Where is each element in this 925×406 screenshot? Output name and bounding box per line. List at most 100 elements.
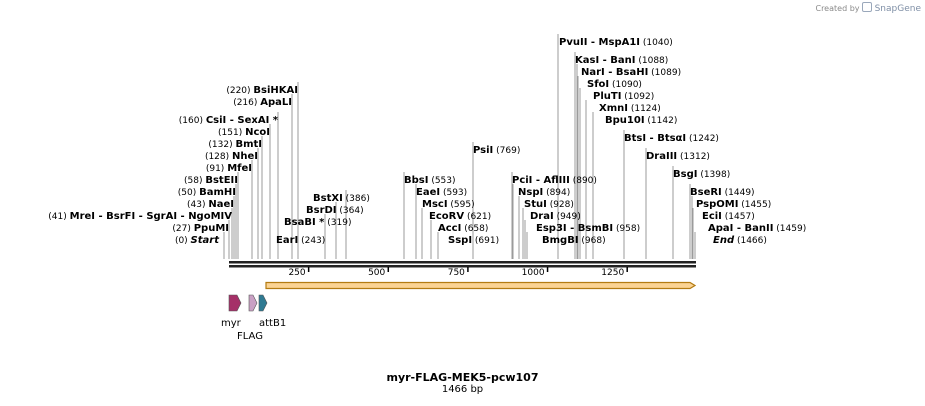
- enzyme-name: PspOMI: [696, 199, 738, 210]
- enzyme-position: (968): [579, 236, 606, 246]
- enzyme-position: (364): [337, 206, 364, 216]
- enzyme-name: KasI: [575, 55, 599, 66]
- enzyme-name: - NgoMIV: [177, 211, 232, 222]
- enzyme-name: - SgrAI: [135, 211, 177, 222]
- enzyme-label-esp3i: Esp3I - BsmBI (958): [536, 223, 640, 234]
- enzyme-name: ApaLI: [260, 97, 292, 108]
- enzyme-label-draiii: DraIII (1312): [646, 151, 710, 162]
- enzyme-name: MreI: [70, 211, 95, 222]
- enzyme-name: Esp3I: [536, 223, 567, 234]
- enzyme-position: (128): [205, 152, 232, 162]
- enzyme-position: (151): [218, 128, 245, 138]
- enzyme-position: (319): [324, 218, 351, 228]
- enzyme-position: (220): [226, 86, 253, 96]
- enzyme-name: MscI: [422, 199, 448, 210]
- enzyme-position: (890): [570, 176, 597, 186]
- enzyme-label-eari: EarI (243): [276, 235, 325, 246]
- enzyme-position: (553): [428, 176, 455, 186]
- enzyme-name: End: [713, 235, 735, 246]
- enzyme-name: - BanII: [733, 223, 773, 234]
- feature-track: [228, 281, 697, 312]
- enzyme-name: - BanI: [599, 55, 635, 66]
- plasmid-name: myr-FLAG-MEK5-pcw107: [386, 371, 539, 384]
- enzyme-label-bsabi: BsaBI * (319): [284, 217, 351, 228]
- feature-arrow-flag: [248, 294, 258, 312]
- enzyme-position: (1398): [697, 170, 730, 180]
- enzyme-position: (43): [187, 200, 208, 210]
- enzyme-label-bseri: BseRI (1449): [690, 187, 755, 198]
- enzyme-name: BbsI: [404, 175, 428, 186]
- enzyme-position: (1459): [773, 224, 806, 234]
- enzyme-position: (949): [554, 212, 581, 222]
- enzyme-position: (27): [172, 224, 193, 234]
- enzyme-label-end: End (1466): [713, 235, 767, 246]
- enzyme-name: NspI: [518, 187, 543, 198]
- scale-tick-label: 1000: [522, 268, 545, 278]
- enzyme-name: DraIII: [646, 151, 677, 162]
- enzyme-position: (132): [208, 140, 235, 150]
- enzyme-position: (595): [448, 200, 475, 210]
- enzyme-name: BsrDI: [306, 205, 337, 216]
- enzyme-name: PpuMI: [194, 223, 229, 234]
- enzyme-name: NcoI: [245, 127, 270, 138]
- enzyme-position: (0): [175, 236, 191, 246]
- enzyme-name: BstEII: [205, 175, 238, 186]
- enzyme-name: SfoI: [587, 79, 609, 90]
- enzyme-name: PvuII: [559, 37, 587, 48]
- enzyme-name: - MspA1I: [587, 37, 640, 48]
- enzyme-label-mrei: (41) MreI - BsrFI - SgrAI - NgoMIV: [48, 211, 232, 222]
- enzyme-position: (928): [547, 200, 574, 210]
- enzyme-position: (58): [184, 176, 205, 186]
- enzyme-position: (1457): [722, 212, 755, 222]
- enzyme-position: (1092): [621, 92, 654, 102]
- enzyme-label-kasi: KasI - BanI (1088): [575, 55, 668, 66]
- credit-prefix: Created by: [815, 4, 860, 13]
- enzyme-name: BstXI: [313, 193, 343, 204]
- enzyme-label-bmti: (132) BmtI: [208, 139, 262, 150]
- enzyme-name: EaeI: [416, 187, 440, 198]
- enzyme-position: (216): [233, 98, 260, 108]
- enzyme-name: - AflIII: [532, 175, 569, 186]
- enzyme-name: BtsI: [624, 133, 646, 144]
- enzyme-label-bsihkai: (220) BsiHKAI: [226, 85, 298, 96]
- enzyme-position: (958): [613, 224, 640, 234]
- enzyme-label-bsgi: BsgI (1398): [673, 169, 730, 180]
- enzyme-name: PluTI: [593, 91, 621, 102]
- enzyme-name: BsgI: [673, 169, 697, 180]
- enzyme-position: (1090): [609, 80, 642, 90]
- scale-tick-label: 1250: [601, 268, 624, 278]
- enzyme-labels: PvuII - MspA1I (1040)KasI - BanI (1088)N…: [48, 37, 806, 246]
- enzyme-position: (386): [343, 194, 370, 204]
- enzyme-name: PciI: [512, 175, 532, 186]
- enzyme-label-btsi: BtsI - BtsαI (1242): [624, 133, 719, 144]
- enzyme-position: (1142): [645, 116, 678, 126]
- enzyme-label-bpu10i: Bpu10I (1142): [605, 115, 677, 126]
- enzyme-label-csii: (160) CsiI - SexAI *: [179, 115, 279, 126]
- scale-tick-label: 250: [288, 268, 305, 278]
- enzyme-position: (41): [48, 212, 69, 222]
- enzyme-name: NaeI: [208, 199, 234, 210]
- enzyme-name: - SexAI *: [226, 115, 278, 126]
- enzyme-name: EarI: [276, 235, 298, 246]
- enzyme-name: PsiI: [473, 145, 493, 156]
- enzyme-label-drai: DraI (949): [530, 211, 581, 222]
- enzyme-label-stui: StuI (928): [524, 199, 574, 210]
- enzyme-position: (91): [206, 164, 227, 174]
- enzyme-position: (1088): [636, 56, 669, 66]
- enzyme-name: XmnI: [599, 103, 628, 114]
- backbone-strand-bottom: [229, 265, 696, 268]
- enzyme-label-bsteii: (58) BstEII: [184, 175, 238, 186]
- enzyme-name: EciI: [702, 211, 722, 222]
- enzyme-label-eaei: EaeI (593): [416, 187, 467, 198]
- enzyme-position: (243): [298, 236, 325, 246]
- enzyme-label-apali: (216) ApaLI: [233, 97, 292, 108]
- enzyme-name: MfeI: [227, 163, 252, 174]
- enzyme-position: (894): [543, 188, 570, 198]
- enzyme-label-bstxi: BstXI (386): [313, 193, 370, 204]
- enzyme-label-nhei: (128) NheI: [205, 151, 258, 162]
- plasmid-size: 1466 bp: [441, 384, 484, 395]
- enzyme-label-ecorv: EcoRV (621): [429, 211, 491, 222]
- enzyme-name: BseRI: [690, 187, 722, 198]
- enzyme-label-sfoi: SfoI (1090): [587, 79, 642, 90]
